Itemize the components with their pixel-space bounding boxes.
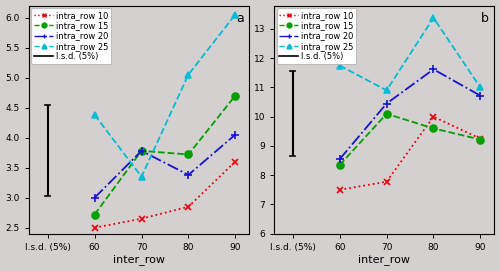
Legend: intra_row 10, intra_row 15, intra_row 20, intra_row 25, l.s.d. (5%): intra_row 10, intra_row 15, intra_row 20…	[276, 8, 356, 64]
Text: b: b	[481, 12, 489, 25]
Text: a: a	[236, 12, 244, 25]
X-axis label: inter_row: inter_row	[113, 254, 165, 265]
X-axis label: inter_row: inter_row	[358, 254, 410, 265]
Legend: intra_row 10, intra_row 15, intra_row 20, intra_row 25, l.s.d. (5%): intra_row 10, intra_row 15, intra_row 20…	[32, 8, 112, 64]
